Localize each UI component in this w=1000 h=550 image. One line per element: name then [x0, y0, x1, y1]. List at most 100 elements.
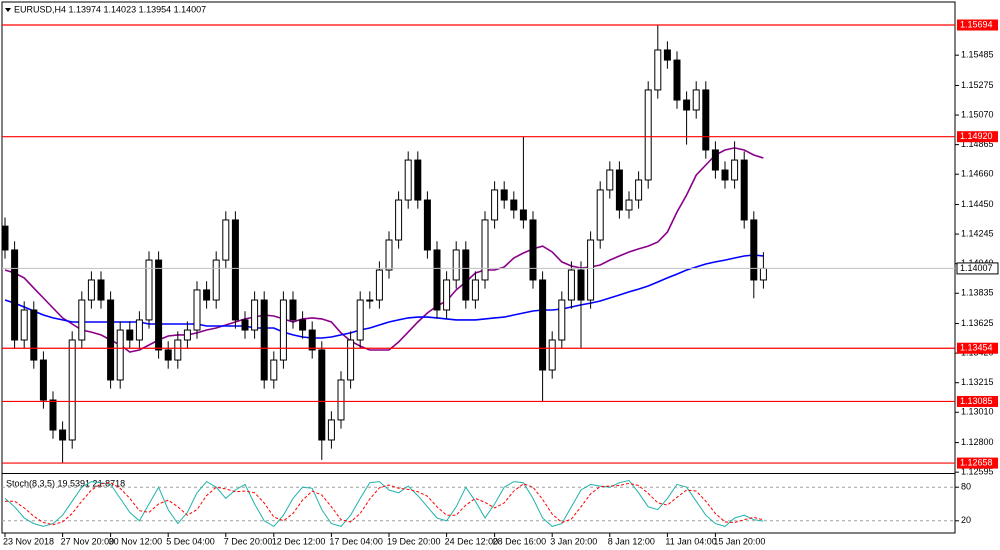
candle-body: [673, 59, 681, 101]
x-tick-label: 8 Jan 12:00: [608, 536, 655, 546]
candle-body: [711, 149, 719, 171]
candle-body: [443, 279, 451, 311]
candle-body: [481, 219, 489, 281]
level-label: 1.14920: [960, 131, 993, 141]
x-tick-label: 12 Dec 12:00: [272, 536, 326, 546]
candle-body: [606, 169, 614, 191]
x-tick-label: 19 Dec 20:00: [387, 536, 441, 546]
candle-body: [11, 249, 19, 341]
candle-body: [519, 209, 527, 221]
candle-body: [126, 329, 134, 341]
price-label: 1.14007: [960, 263, 993, 273]
candle-body: [193, 289, 201, 331]
moving-average: [4, 254, 764, 339]
y-tick-label: 1.13835: [961, 288, 994, 298]
level-label-box: [957, 395, 998, 407]
candle-body: [116, 329, 124, 381]
indicator-title: Stoch(8,3,5) 19.5391 21.8718: [6, 478, 125, 488]
candle-body: [529, 219, 537, 281]
candle-body: [692, 89, 700, 111]
y-tick-label: 1.15275: [961, 80, 994, 90]
candle-body: [222, 219, 230, 261]
x-tick-label: 30 Nov 12:00: [109, 536, 163, 546]
candle-body: [327, 419, 335, 441]
x-tick-label: 23 Nov 2018: [3, 536, 54, 546]
x-tick-label: 7 Dec 20:00: [224, 536, 273, 546]
x-tick-label: 24 Dec 12:00: [445, 536, 499, 546]
x-tick-label: 15 Jan 20:00: [713, 536, 765, 546]
x-tick-label: 3 Jan 20:00: [550, 536, 597, 546]
stoch-line: [4, 479, 764, 528]
candle-body: [567, 269, 575, 301]
y-tick-label: 1.13215: [961, 377, 994, 387]
candle-body: [740, 159, 748, 221]
menu-triangle[interactable]: [5, 8, 11, 12]
candle-body: [654, 49, 662, 91]
candle-body: [241, 319, 249, 331]
candle-body: [471, 279, 479, 301]
price-label-box: [956, 262, 999, 275]
candle-body: [539, 279, 547, 371]
x-tick-label: 27 Nov 20:00: [61, 536, 115, 546]
candle-body: [702, 89, 710, 151]
candle-body: [87, 279, 95, 301]
candle-body: [663, 49, 671, 61]
candle-body: [145, 259, 153, 321]
level-label: 1.12658: [960, 457, 993, 467]
level-label: 1.13454: [960, 343, 993, 353]
candle-body: [423, 199, 431, 251]
level-label-box: [957, 457, 998, 469]
stoch-line: [5, 482, 764, 526]
x-tick-label: 11 Jan 04:00: [665, 536, 716, 546]
candle-body: [183, 329, 191, 341]
candle-body: [500, 189, 508, 201]
candle-body: [577, 269, 585, 301]
candle-body: [510, 199, 518, 211]
candle-body: [78, 299, 86, 341]
candle-body: [596, 189, 604, 241]
chart-frame: [1, 1, 956, 534]
y-tick-label: 1.14660: [961, 169, 994, 179]
candle-body: [203, 289, 211, 301]
candle-body: [135, 319, 143, 341]
candle-body: [558, 299, 566, 341]
candle-body: [107, 299, 115, 381]
candle-body: [731, 159, 739, 181]
level-label-box: [957, 342, 998, 354]
candle-body: [452, 249, 460, 281]
candle-body: [759, 267, 767, 281]
y-tick-label: 20: [961, 515, 971, 525]
level-label: 1.13085: [960, 396, 993, 406]
candle-body: [49, 399, 57, 431]
candle-body: [644, 89, 652, 181]
x-tick-label: 5 Dec 04:00: [166, 536, 215, 546]
moving-average: [4, 147, 764, 353]
candle-body: [385, 239, 393, 271]
y-tick-label: 1.15485: [961, 50, 994, 60]
y-tick-label: 1.14865: [961, 139, 994, 149]
candle-body: [174, 339, 182, 361]
candle-body: [625, 199, 633, 211]
candle-body: [750, 219, 758, 281]
y-tick-label: 1.14450: [961, 199, 994, 209]
y-tick-label: 1.15070: [961, 109, 994, 119]
candle-body: [356, 299, 364, 341]
candle-body: [366, 299, 374, 302]
candle-body: [68, 339, 76, 441]
candle-body: [20, 309, 28, 341]
candle-body: [251, 299, 259, 331]
candle-body: [164, 349, 172, 361]
candle-body: [231, 219, 239, 321]
level-label: 1.15694: [960, 19, 993, 29]
candle-body: [30, 309, 38, 361]
candle-body: [347, 339, 355, 381]
candle-body: [39, 359, 47, 401]
candle-body: [1, 225, 9, 251]
candle-body: [97, 279, 105, 301]
candle-body: [299, 319, 307, 331]
candle-body: [404, 159, 412, 201]
candle-body: [375, 269, 383, 301]
candle-body: [155, 259, 163, 351]
